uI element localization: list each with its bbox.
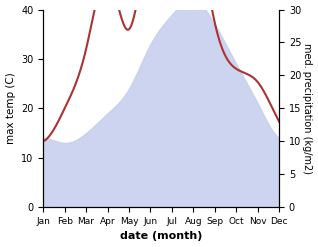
Y-axis label: max temp (C): max temp (C) — [5, 72, 16, 144]
X-axis label: date (month): date (month) — [120, 231, 202, 242]
Y-axis label: med. precipitation (kg/m2): med. precipitation (kg/m2) — [302, 43, 313, 174]
